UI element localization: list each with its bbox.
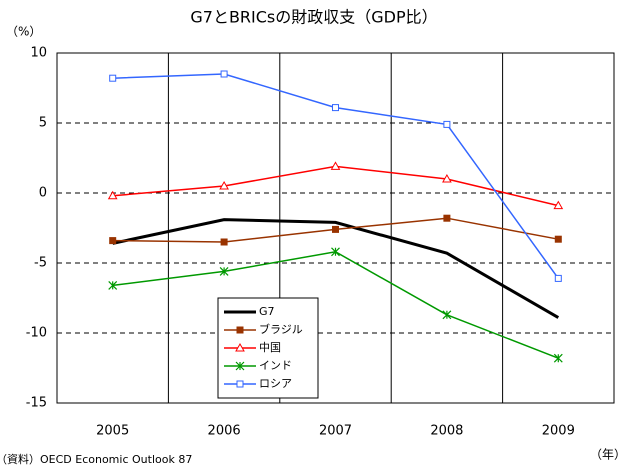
y-tick-label: -10 [26, 326, 47, 341]
marker [332, 225, 339, 233]
y-tick-label: -15 [26, 396, 47, 411]
marker [330, 161, 341, 170]
x-axis-label: （年） [590, 448, 626, 462]
marker [443, 214, 451, 222]
marker-shape [332, 104, 339, 112]
marker-shape [442, 310, 452, 320]
marker-shape [109, 237, 117, 245]
x-tick-label: 2009 [542, 424, 575, 439]
marker [443, 120, 451, 128]
x-tick-label: 2005 [96, 424, 129, 439]
marker-shape [235, 342, 245, 352]
y-tick-label: 10 [30, 46, 47, 61]
marker-shape [108, 280, 118, 290]
marker [236, 380, 244, 388]
y-axis-label: （%） [6, 25, 41, 39]
marker-shape [236, 380, 244, 388]
x-tick-label: 2006 [208, 424, 241, 439]
marker [107, 190, 118, 200]
legend-label: G7 [259, 305, 275, 318]
marker-shape [443, 120, 451, 128]
marker-shape [332, 225, 339, 233]
marker [553, 200, 564, 210]
marker-shape [219, 180, 229, 190]
marker [332, 104, 339, 112]
marker [236, 326, 244, 334]
series-line [112, 218, 560, 319]
marker [219, 180, 229, 190]
marker-shape [220, 70, 228, 78]
marker [219, 266, 229, 276]
marker-shape [553, 353, 563, 363]
marker-shape [220, 238, 228, 246]
marker-shape [109, 74, 117, 82]
marker-shape [554, 235, 562, 243]
marker [220, 70, 228, 78]
marker [442, 173, 452, 183]
legend-label: ブラジル [259, 322, 303, 336]
marker [442, 310, 452, 320]
y-tick-label: 5 [39, 116, 47, 131]
marker [109, 74, 117, 82]
legend-label: インド [259, 359, 292, 372]
marker [331, 247, 340, 257]
marker-shape [107, 190, 118, 200]
series-line [112, 251, 559, 359]
x-tick-label: 2008 [430, 424, 463, 439]
source-note: （資料）OECD Economic Outlook 87 [0, 452, 192, 465]
marker-shape [442, 173, 452, 183]
x-tick-label: 2007 [319, 424, 352, 439]
marker [109, 237, 117, 245]
marker [554, 235, 562, 243]
marker [235, 342, 245, 352]
chart-title: G7とBRICsの財政収支（GDP比） [190, 8, 437, 27]
marker-shape [236, 326, 244, 334]
plot-area [56, 52, 615, 404]
marker [235, 361, 245, 371]
marker-shape [443, 214, 451, 222]
marker [108, 280, 118, 290]
marker [553, 353, 563, 363]
marker-shape [554, 274, 562, 282]
marker-shape [219, 266, 229, 276]
marker-shape [235, 361, 245, 371]
marker-shape [553, 200, 564, 210]
y-tick-label: -5 [34, 256, 47, 271]
legend-label: 中国 [259, 341, 281, 354]
legend-label: ロシア [259, 377, 292, 390]
marker [554, 274, 562, 282]
marker-shape [331, 247, 340, 257]
marker [220, 238, 228, 246]
marker-shape [330, 161, 341, 170]
y-tick-label: 0 [39, 186, 47, 201]
